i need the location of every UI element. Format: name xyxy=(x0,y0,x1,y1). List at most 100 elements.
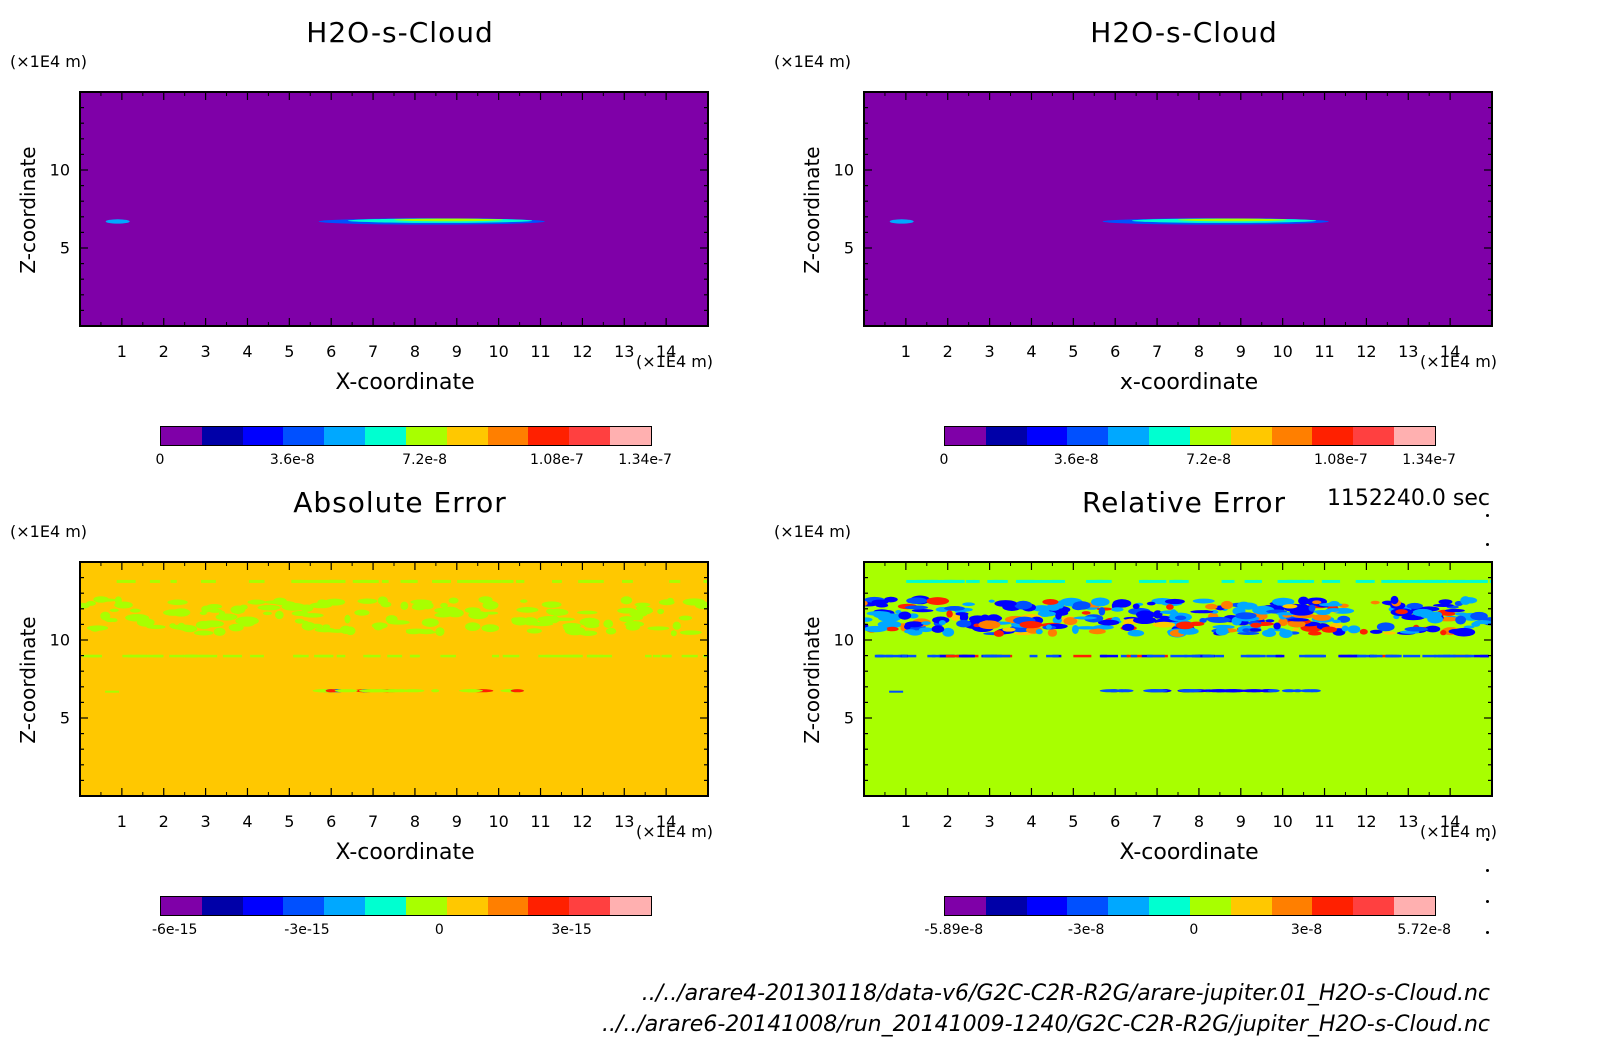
error-speckle xyxy=(1444,608,1465,613)
error-speckle xyxy=(1098,607,1106,616)
error-speckle xyxy=(1132,616,1157,624)
error-line-mid xyxy=(1433,654,1450,658)
error-speckle xyxy=(380,601,392,608)
x-unit-label: (×1E4 m) xyxy=(636,352,714,371)
colorbar-swatch xyxy=(945,897,986,915)
error-speckle xyxy=(163,609,184,616)
error-line-top xyxy=(1142,579,1151,583)
error-line-mid xyxy=(652,654,661,658)
colorbar-tick-label: 5.72e-8 xyxy=(1397,922,1452,938)
error-line-mid xyxy=(1100,654,1119,658)
time-label: 1152240.0 sec xyxy=(1326,486,1490,511)
colorbar-tick-label: 1.08e-7 xyxy=(530,452,584,468)
error-speckle xyxy=(257,604,281,611)
error-speckle xyxy=(885,626,899,632)
error-speckle xyxy=(898,611,912,620)
error-line-top xyxy=(1286,579,1305,583)
error-speckle xyxy=(1205,603,1218,610)
error-line-mid xyxy=(1299,654,1307,658)
error-line-mid xyxy=(1170,654,1188,658)
file-paths: ../../arare4-20130118/data-v6/G2C-C2R-R2… xyxy=(602,978,1490,1040)
error-speckle xyxy=(1212,624,1235,630)
x-tick-label: 8 xyxy=(1193,812,1205,831)
error-line-top xyxy=(318,579,338,583)
colorbar-swatch xyxy=(1353,427,1395,445)
error-speckle xyxy=(322,624,331,629)
heatmap-svg xyxy=(863,561,1493,797)
heatmap-group xyxy=(79,91,709,327)
error-line-mid xyxy=(1073,654,1092,658)
y-tick-label: 10 xyxy=(49,630,70,650)
error-line-top xyxy=(486,579,501,583)
cloud-blob xyxy=(889,219,914,224)
error-speckle xyxy=(440,602,448,608)
x-tick-label: 6 xyxy=(1110,812,1121,831)
heatmap-group xyxy=(863,561,1493,797)
x-tick-label: 2 xyxy=(158,342,169,361)
x-tick-label: 3 xyxy=(984,342,995,361)
colorbar-tick-label: -5.89e-8 xyxy=(924,922,984,938)
error-speckle xyxy=(1312,614,1332,621)
x-tick-label: 11 xyxy=(1314,342,1335,361)
error-line-top xyxy=(1172,579,1182,583)
error-line-mid xyxy=(1215,654,1225,658)
error-speckle xyxy=(1063,617,1078,626)
error-speckle xyxy=(1425,625,1441,633)
error-speckle xyxy=(904,621,924,628)
colorbar-tick-label: -3e-8 xyxy=(1067,922,1105,938)
error-speckle xyxy=(1127,629,1145,637)
error-speckle xyxy=(863,625,888,633)
error-cloud-level xyxy=(1178,689,1202,693)
x-tick-label: 9 xyxy=(1235,812,1246,831)
colorbar-swatch xyxy=(201,897,243,915)
error-speckle xyxy=(944,605,965,611)
error-speckle xyxy=(465,622,481,632)
colorbar-swatch xyxy=(945,427,986,445)
error-line-top xyxy=(432,579,451,583)
error-line-mid xyxy=(440,654,456,658)
error-line-mid xyxy=(363,654,371,658)
error-line-mid xyxy=(1240,654,1260,658)
error-line-mid xyxy=(199,654,218,658)
error-speckle xyxy=(1192,598,1215,604)
error-speckle xyxy=(317,599,328,605)
heatmap-background xyxy=(80,562,708,796)
x-tick-label: 2 xyxy=(942,342,953,361)
x-tick-label: 4 xyxy=(1026,342,1037,361)
x-tick-label: 4 xyxy=(1026,812,1037,831)
plot-area: 1 2 3 4 5 6 7 8 9 10 11 12 13 14 5 10 xyxy=(50,91,732,361)
error-speckle xyxy=(603,619,614,628)
error-cloud-blob xyxy=(889,690,904,693)
file-path: ../../arare4-20130118/data-v6/G2C-C2R-R2… xyxy=(641,981,1490,1006)
colorbar-swatch xyxy=(201,427,243,445)
error-speckle xyxy=(694,601,709,609)
colorbar-tick-label: 0 xyxy=(434,922,444,938)
x-tick-label: 5 xyxy=(1068,342,1079,361)
error-speckle xyxy=(1419,611,1438,619)
error-speckle xyxy=(921,621,931,625)
error-speckle xyxy=(446,608,464,618)
error-speckle xyxy=(1092,624,1114,630)
error-line-mid xyxy=(250,654,264,658)
error-speckle xyxy=(421,618,439,627)
error-speckle xyxy=(1455,615,1467,625)
x-tick-label: 6 xyxy=(1110,342,1121,361)
error-speckle xyxy=(871,599,889,605)
error-line-mid xyxy=(1370,654,1383,658)
error-line-mid xyxy=(982,654,1002,658)
error-line-top xyxy=(972,579,980,583)
error-speckle xyxy=(1220,600,1233,610)
error-speckle xyxy=(177,622,186,631)
error-speckle xyxy=(344,614,351,624)
error-speckle xyxy=(1250,622,1262,628)
x-tick-label: 10 xyxy=(1272,812,1293,831)
error-line-top xyxy=(1381,579,1390,583)
error-speckle xyxy=(942,627,955,637)
y-tick-label: 10 xyxy=(49,160,70,180)
error-line-mid xyxy=(588,654,597,658)
error-speckle xyxy=(1207,616,1231,624)
error-line-mid xyxy=(1275,654,1285,658)
error-speckle xyxy=(1265,619,1275,623)
colorbar-swatch xyxy=(528,897,570,915)
error-speckle xyxy=(262,611,273,616)
